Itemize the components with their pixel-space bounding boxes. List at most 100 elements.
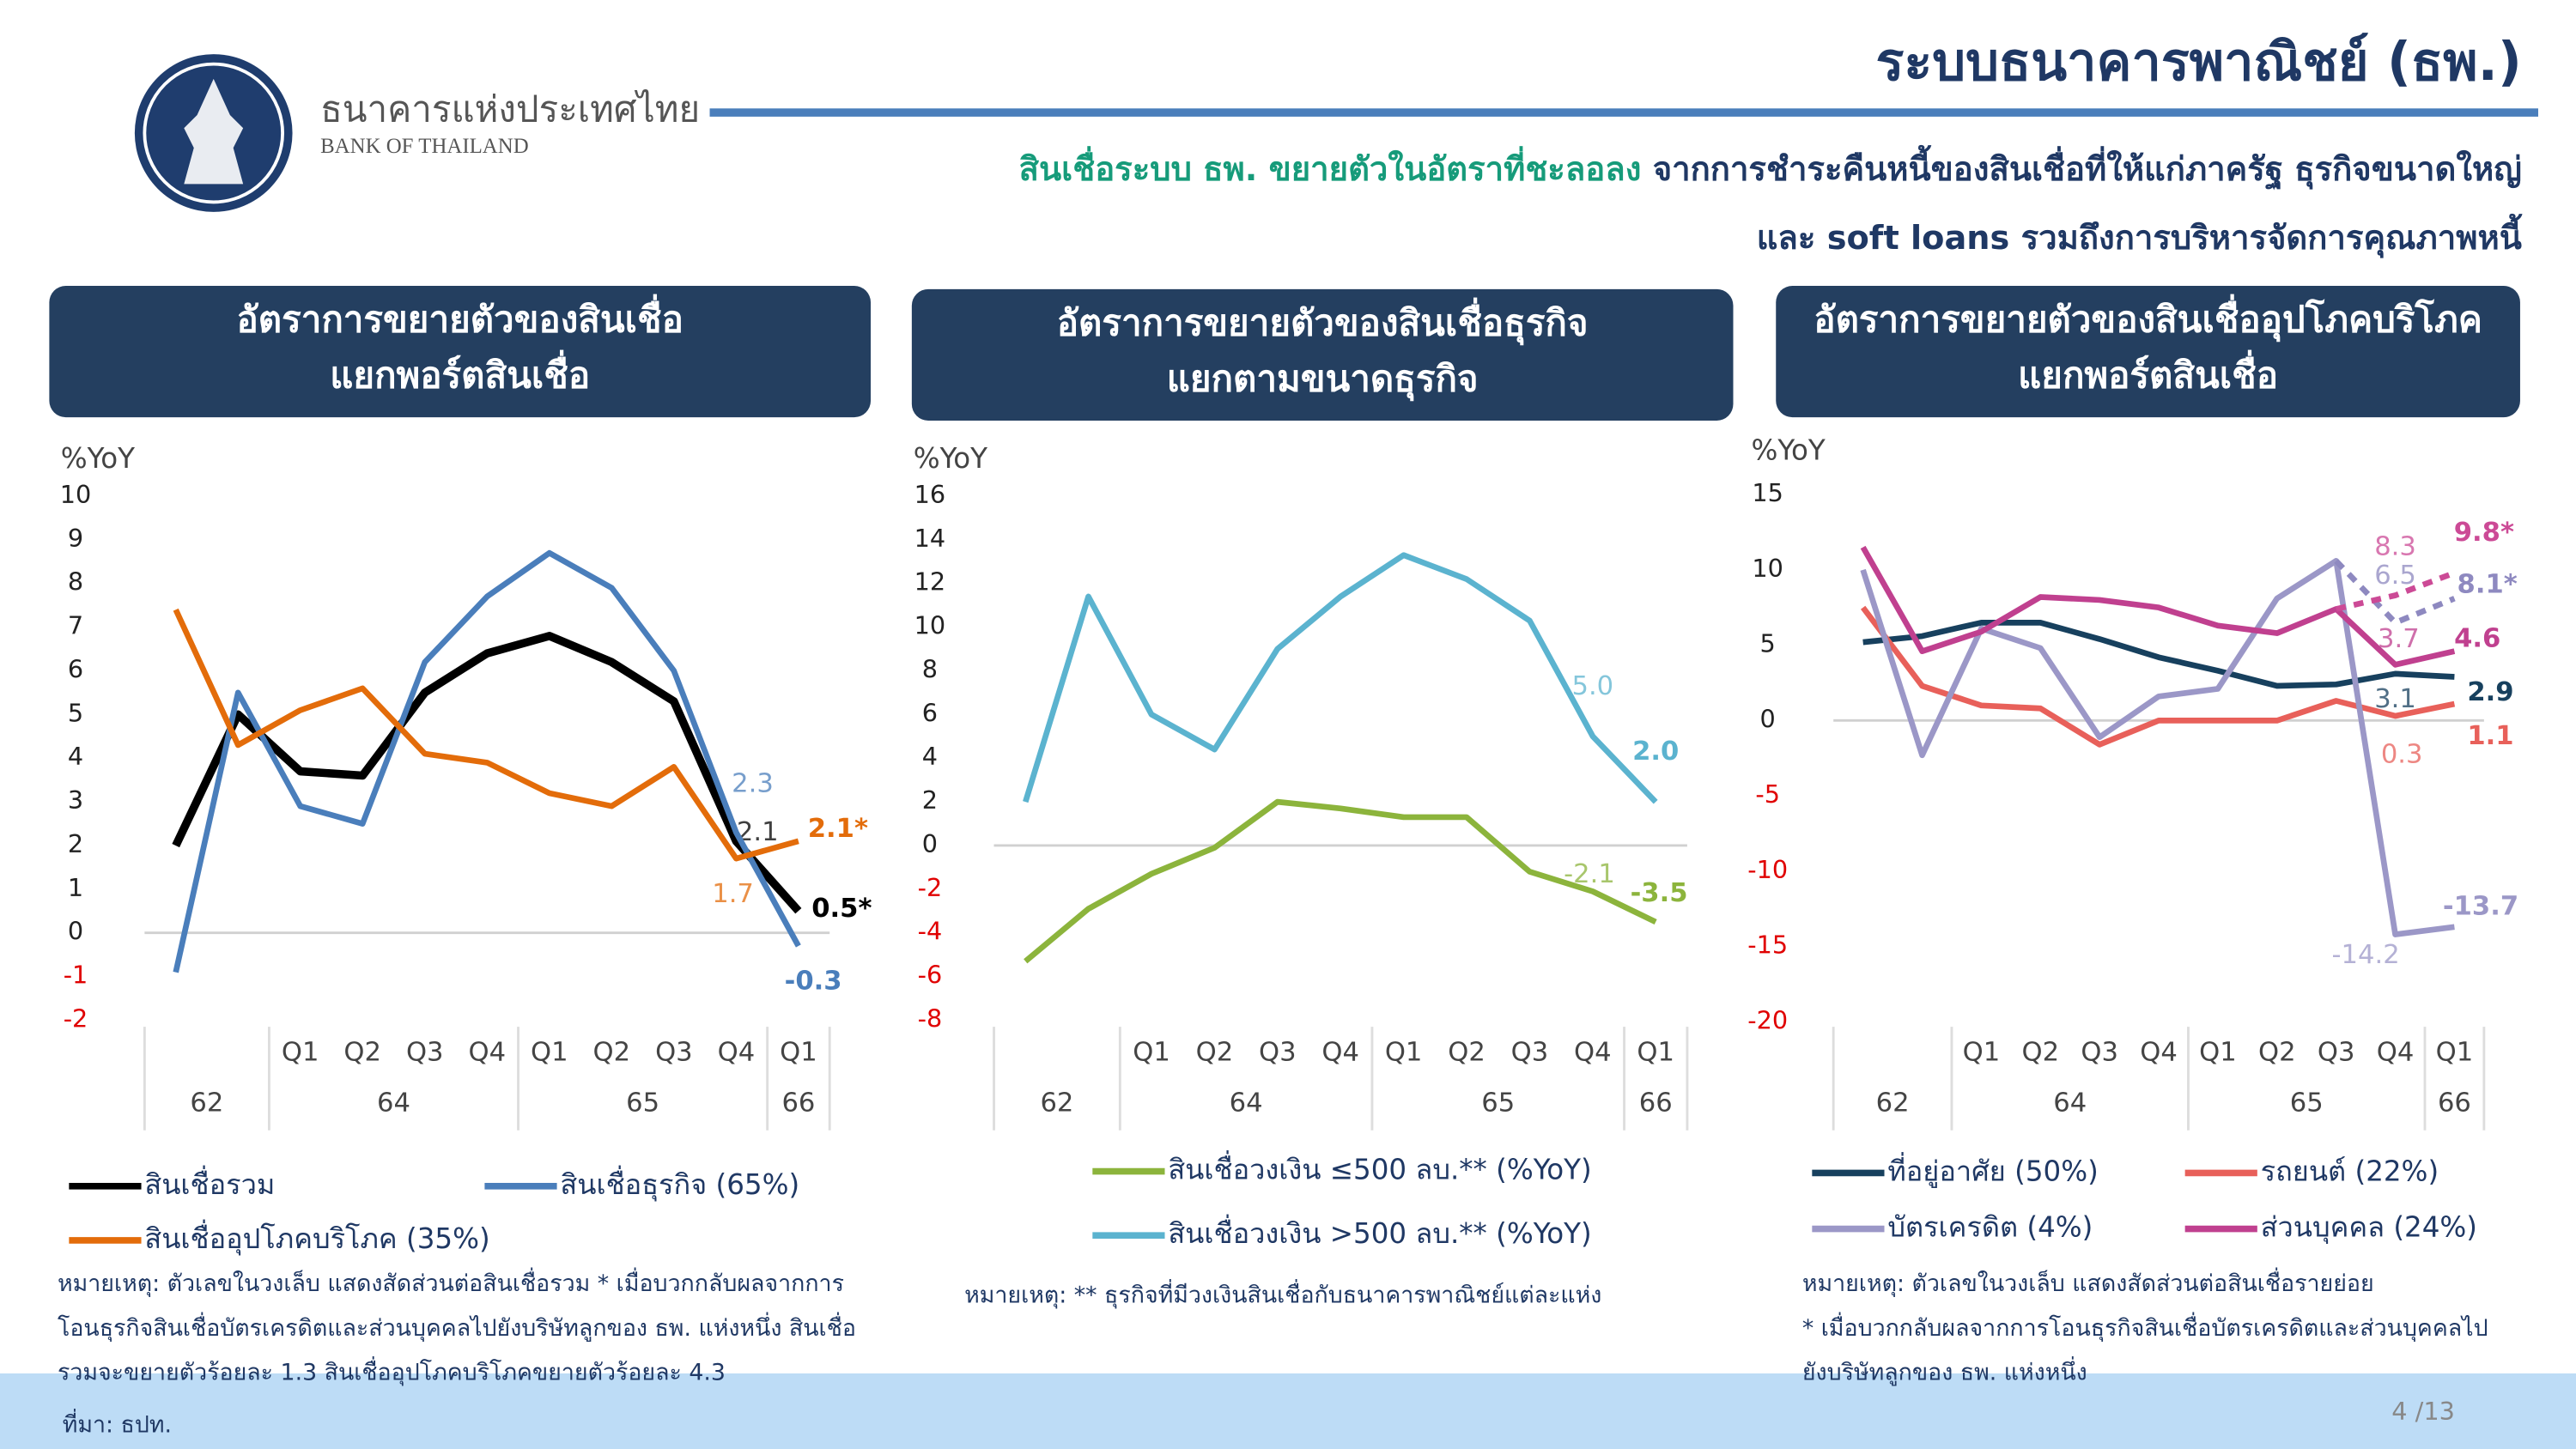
chart-title: อัตราการขยายตัวของสินเชื่ออุปโภคบริโภค [1814, 294, 2482, 343]
page-title: ระบบธนาคารพาณิชย์ (ธพ.) [1875, 32, 2521, 93]
y-tick-label: 10 [60, 480, 92, 509]
subtitle-highlight: สินเชื่อระบบ ธพ. ขยายตัวในอัตราที่ชะลอลง [1019, 146, 1642, 189]
y-axis-label: %YoY [1752, 433, 1826, 466]
subtitle: สินเชื่อระบบ ธพ. ขยายตัวในอัตราที่ชะลอลง… [1019, 145, 2522, 191]
note: * เมื่อบวกกลับผลจากการโอนธุรกิจสินเชื่อบ… [1802, 1312, 2488, 1342]
data-label: -2.1 [1564, 859, 1615, 889]
data-label: -3.5 [1631, 878, 1688, 908]
y-tick-label: -8 [918, 1003, 943, 1033]
series-line [173, 549, 801, 973]
series-line [1860, 605, 2456, 748]
x-tick-label: Q3 [406, 1037, 444, 1067]
y-tick-label: 12 [914, 567, 946, 597]
x-tick-label: Q4 [1574, 1037, 1612, 1067]
data-label: 8.3 [2374, 532, 2416, 562]
series-line [2334, 559, 2456, 626]
data-label: 0.3 [2381, 740, 2423, 770]
x-tick-label: Q4 [718, 1037, 756, 1067]
note: โอนธุรกิจสินเชื่อบัตรเครดิตและส่วนบุคคลไ… [58, 1312, 856, 1342]
x-tick-label: Q1 [2436, 1037, 2474, 1067]
y-tick-label: 3 [68, 785, 83, 815]
data-label: 1.7 [712, 879, 754, 909]
x-tick-label: Q1 [1133, 1037, 1170, 1067]
x-group-label: 64 [377, 1088, 410, 1119]
y-tick-label: 6 [68, 654, 83, 683]
x-group-label: 62 [1040, 1088, 1073, 1119]
data-label: 9.8* [2454, 518, 2514, 548]
data-label: 5.0 [1571, 671, 1613, 701]
legend-label: รถยนต์ (22%) [2261, 1155, 2439, 1187]
series-line [1860, 558, 2455, 937]
data-label: 2.1* [808, 814, 868, 844]
legend-label: ที่อยู่อาศัย (50%) [1887, 1151, 2098, 1188]
x-group-label: 65 [1481, 1088, 1515, 1119]
x-tick-label: Q1 [780, 1037, 817, 1067]
y-tick-label: -10 [1747, 855, 1788, 884]
y-tick-label: 6 [922, 698, 938, 727]
y-tick-label: 0 [1760, 704, 1776, 733]
y-tick-label: 5 [68, 698, 83, 727]
source: ที่มา: ธปท. [63, 1409, 172, 1439]
y-tick-label: 4 [68, 742, 83, 771]
panel-title-box [911, 288, 1734, 421]
chart-title: อัตราการขยายตัวของสินเชื่อธุรกิจ [1057, 297, 1589, 345]
legend-label: สินเชื่ออุปโภคบริโภค (35%) [144, 1219, 489, 1256]
y-tick-label: -1 [64, 961, 88, 990]
series-line [1024, 798, 1657, 964]
x-group-label: 65 [2290, 1088, 2324, 1119]
x-group-label: 62 [1876, 1088, 1910, 1119]
x-tick-label: Q2 [1448, 1037, 1485, 1067]
y-tick-label: 2 [922, 785, 938, 815]
chart-subtitle: แยกพอร์ตสินเชื่อ [330, 350, 590, 397]
legend-label: บัตรเครดิต (4%) [1887, 1211, 2093, 1244]
x-group-label: 66 [1639, 1088, 1673, 1119]
series-line [1862, 619, 2455, 689]
series-line [1860, 545, 2456, 668]
y-tick-label: 8 [68, 567, 83, 597]
y-axis-label: %YoY [914, 442, 987, 475]
x-group-label: 64 [1230, 1088, 1263, 1119]
x-group-label: 66 [2438, 1088, 2471, 1119]
note: หมายเหตุ: ตัวเลขในวงเล็บ แสดงสัดส่วนต่อส… [58, 1267, 844, 1297]
panel-title-box [49, 286, 872, 418]
series-line [1023, 552, 1658, 804]
y-tick-label: 9 [68, 524, 83, 553]
y-tick-label: 7 [68, 611, 83, 640]
legend-label: สินเชื่อธุรกิจ (65%) [560, 1165, 799, 1202]
x-group-label: 66 [781, 1088, 815, 1119]
x-tick-label: Q1 [1637, 1037, 1674, 1067]
y-tick-label: 0 [68, 917, 83, 946]
y-tick-label: 0 [922, 829, 938, 858]
x-tick-label: Q2 [1196, 1037, 1234, 1067]
note: หมายเหตุ: ** ธุรกิจที่มีวงเงินสินเชื่อกั… [964, 1279, 1601, 1309]
note: ยังบริษัทลูกของ ธพ. แห่งหนึ่ง [1802, 1355, 2087, 1385]
y-tick-label: -6 [918, 961, 943, 990]
y-tick-label: 10 [1752, 554, 1783, 583]
data-label: 1.1 [2467, 721, 2513, 751]
data-label: 4.6 [2454, 624, 2500, 654]
data-label: 3.7 [2378, 624, 2420, 654]
chart-subtitle: แยกตามขนาดธุรกิจ [1167, 358, 1479, 402]
x-tick-label: Q1 [531, 1037, 568, 1067]
x-tick-label: Q2 [343, 1037, 381, 1067]
y-tick-label: -2 [64, 1003, 88, 1033]
subtitle-line: และ soft loans รวมถึงการบริหารจัดการคุณภ… [1757, 214, 2524, 258]
page-number: 4 /13 [2391, 1397, 2455, 1426]
y-tick-label: 16 [914, 480, 946, 509]
series-line [173, 608, 799, 862]
y-tick-label: 10 [914, 611, 946, 640]
data-label: -14.2 [2332, 940, 2400, 970]
x-tick-label: Q4 [1321, 1037, 1359, 1067]
series-line [172, 632, 802, 914]
x-tick-label: Q1 [282, 1037, 319, 1067]
data-label: 3.1 [2374, 684, 2416, 714]
chart-subtitle: แยกพอร์ตสินเชื่อ [2018, 350, 2278, 397]
chart-title: อัตราการขยายตัวของสินเชื่อ [237, 294, 683, 341]
footer-band [0, 1373, 2576, 1449]
note: รวมจะขยายตัวร้อยละ 1.3 สินเชื่ออุปโภคบริ… [58, 1355, 726, 1385]
data-label: 2.3 [732, 769, 774, 799]
x-tick-label: Q4 [2140, 1037, 2178, 1067]
x-tick-label: Q4 [468, 1037, 506, 1067]
